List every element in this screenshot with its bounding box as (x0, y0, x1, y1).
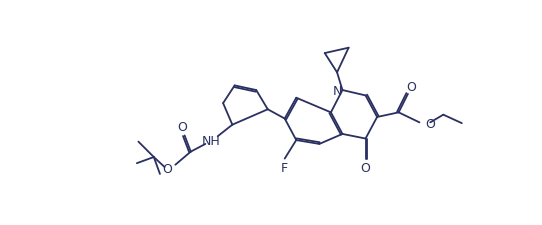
Text: O: O (425, 117, 435, 130)
Text: N: N (332, 85, 342, 98)
Text: O: O (360, 162, 371, 175)
Text: O: O (406, 81, 416, 94)
Text: NH: NH (202, 134, 221, 147)
Text: O: O (177, 121, 187, 134)
Text: F: F (281, 161, 288, 174)
Text: O: O (163, 162, 172, 175)
